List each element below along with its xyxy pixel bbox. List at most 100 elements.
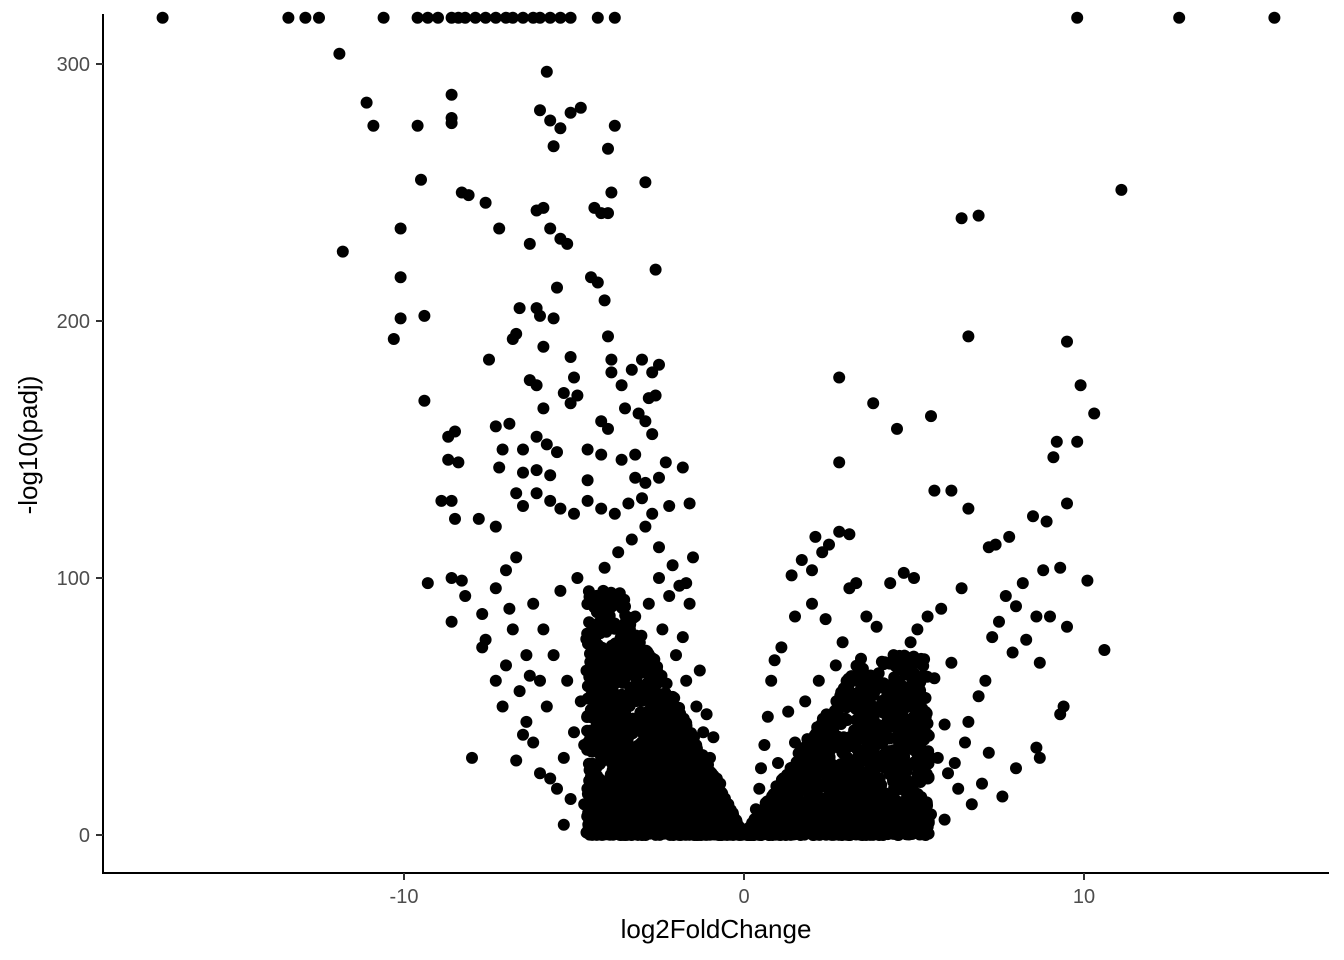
data-point (795, 554, 808, 566)
data-point (864, 757, 877, 770)
data-point (479, 11, 492, 24)
data-point (445, 572, 458, 584)
data-point (832, 810, 845, 823)
data-point (622, 620, 635, 633)
data-point (479, 196, 492, 209)
data-point (948, 757, 961, 769)
data-point (831, 706, 844, 718)
data-point (547, 312, 560, 325)
data-point (976, 777, 988, 790)
data-point (551, 281, 563, 294)
data-point (651, 826, 664, 839)
data-point (680, 792, 693, 805)
data-point (489, 11, 502, 24)
data-point (1081, 574, 1094, 587)
data-point (1061, 497, 1073, 510)
data-point (411, 119, 424, 132)
data-point (637, 751, 650, 764)
y-axis-title: -log10(padj) (13, 376, 43, 515)
data-point (394, 222, 407, 235)
data-point (816, 546, 829, 559)
data-point (1020, 633, 1033, 646)
data-point (623, 631, 636, 644)
data-point (415, 173, 427, 186)
data-point (510, 551, 523, 564)
data-point (462, 189, 475, 202)
data-point (619, 402, 631, 415)
data-point (644, 704, 657, 717)
data-point (642, 597, 655, 610)
data-point (685, 755, 698, 768)
x-tick-label: 10 (1073, 886, 1095, 908)
data-point (769, 804, 782, 817)
data-point (891, 422, 903, 435)
data-point (595, 502, 608, 515)
data-point (632, 822, 645, 835)
data-point (962, 502, 975, 515)
data-point (551, 446, 563, 459)
data-point (568, 371, 580, 384)
data-point (843, 528, 856, 541)
data-point (743, 824, 756, 837)
data-point (1027, 510, 1039, 523)
data-point (730, 819, 743, 831)
data-point (806, 564, 818, 577)
data-point (812, 674, 825, 687)
data-point (621, 732, 634, 745)
data-point (625, 363, 638, 376)
data-point (590, 606, 603, 619)
data-point (833, 716, 846, 729)
data-point (605, 718, 618, 731)
data-point (753, 782, 766, 795)
data-point (845, 670, 858, 683)
data-point (819, 613, 832, 626)
data-point (506, 11, 519, 24)
y-tick-label: 100 (57, 568, 90, 590)
data-point (675, 714, 688, 727)
data-point (879, 814, 892, 827)
data-point (945, 656, 958, 669)
data-point (622, 497, 635, 510)
data-point (617, 747, 630, 760)
data-point (540, 438, 553, 451)
data-point (459, 590, 472, 602)
data-point (805, 733, 818, 746)
data-point (608, 622, 621, 635)
data-point (418, 394, 431, 407)
data-point (547, 649, 560, 662)
data-point (299, 11, 312, 24)
data-point (894, 678, 907, 691)
data-point (489, 582, 502, 595)
y-axis-ticks: 0 100 200 300 (57, 54, 103, 847)
data-point (870, 620, 883, 633)
data-point (544, 469, 557, 482)
data-point (466, 751, 478, 764)
data-point (818, 756, 830, 769)
data-point (804, 824, 816, 837)
data-point (442, 453, 455, 466)
data-point (664, 742, 677, 755)
data-point (955, 212, 968, 225)
data-point (659, 456, 672, 469)
data-point (697, 726, 710, 739)
data-point (571, 572, 584, 584)
data-point (656, 623, 669, 636)
data-point (591, 276, 604, 289)
data-point (765, 674, 778, 687)
data-point (707, 731, 720, 744)
data-point (651, 798, 664, 811)
data-point (581, 692, 594, 705)
data-point (649, 809, 662, 821)
data-point (668, 827, 681, 840)
data-point (387, 333, 400, 345)
data-point (833, 525, 846, 538)
data-point (789, 736, 801, 749)
data-point (615, 600, 628, 613)
data-point (455, 574, 468, 587)
data-point (825, 828, 838, 841)
data-point (1010, 600, 1022, 613)
data-point (609, 676, 622, 689)
data-point (534, 104, 546, 117)
data-point (610, 825, 622, 837)
data-point (449, 512, 461, 525)
